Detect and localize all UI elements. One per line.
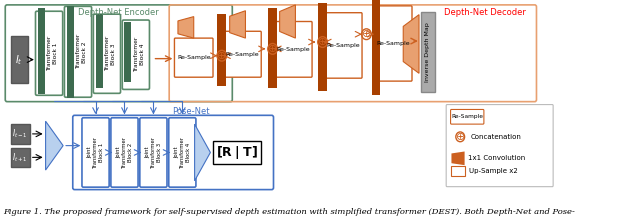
Bar xyxy=(124,21,131,82)
Text: Figure 1. The proposed framework for self-supervised depth estimation with simpl: Figure 1. The proposed framework for sel… xyxy=(3,208,575,216)
Text: Transformer
Block 4: Transformer Block 4 xyxy=(134,37,145,72)
Text: Depth-Net Decoder: Depth-Net Decoder xyxy=(444,8,526,17)
Text: 1x1 Convolution: 1x1 Convolution xyxy=(468,155,525,161)
Polygon shape xyxy=(195,124,211,181)
Bar xyxy=(38,8,45,94)
Text: Joint
Transformer
Block 3: Joint Transformer Block 3 xyxy=(145,136,162,168)
Polygon shape xyxy=(45,121,63,170)
FancyBboxPatch shape xyxy=(140,118,167,187)
FancyBboxPatch shape xyxy=(273,21,312,77)
Text: $I_{t-1}$: $I_{t-1}$ xyxy=(12,128,28,140)
Polygon shape xyxy=(178,17,194,38)
FancyBboxPatch shape xyxy=(223,31,261,77)
FancyBboxPatch shape xyxy=(323,13,362,78)
Text: Re-Sample: Re-Sample xyxy=(376,41,410,46)
Text: Re-Sample: Re-Sample xyxy=(326,43,360,48)
FancyBboxPatch shape xyxy=(111,118,138,187)
Bar xyxy=(420,12,435,92)
FancyBboxPatch shape xyxy=(73,115,273,190)
Bar xyxy=(268,8,277,88)
Text: ⊕: ⊕ xyxy=(318,37,327,47)
Text: Up-Sample x2: Up-Sample x2 xyxy=(469,168,518,174)
Polygon shape xyxy=(280,5,296,38)
Text: $I_{t+1}$: $I_{t+1}$ xyxy=(12,151,28,164)
Bar xyxy=(95,14,102,88)
Text: ⊕: ⊕ xyxy=(456,132,465,142)
Text: Re-Sample: Re-Sample xyxy=(276,47,310,52)
Text: Depth-Net Encoder: Depth-Net Encoder xyxy=(79,8,159,17)
Bar xyxy=(10,124,30,144)
Text: ⊕: ⊕ xyxy=(217,51,227,61)
Text: Transformer
Block 3: Transformer Block 3 xyxy=(105,36,116,71)
Bar xyxy=(67,6,74,98)
Text: Transformer
Block 2: Transformer Block 2 xyxy=(76,34,87,69)
Text: $\mathbf{[R\;|\;T]}$: $\mathbf{[R\;|\;T]}$ xyxy=(216,144,257,161)
FancyBboxPatch shape xyxy=(65,6,92,97)
Bar xyxy=(451,166,465,176)
Text: Re-Sample: Re-Sample xyxy=(451,114,483,119)
FancyBboxPatch shape xyxy=(93,14,120,93)
Bar xyxy=(10,148,30,167)
FancyBboxPatch shape xyxy=(35,11,63,95)
Text: Pose-Net: Pose-Net xyxy=(172,107,209,116)
Text: Joint
Transformer
Block 1: Joint Transformer Block 1 xyxy=(87,136,104,168)
FancyBboxPatch shape xyxy=(82,118,109,187)
Text: Re-Sample: Re-Sample xyxy=(225,52,259,57)
FancyBboxPatch shape xyxy=(175,38,213,77)
Bar xyxy=(318,3,327,91)
Text: Transformer
Block 1: Transformer Block 1 xyxy=(47,36,58,71)
Text: Re-Sample: Re-Sample xyxy=(177,55,211,60)
FancyBboxPatch shape xyxy=(446,105,553,187)
Bar xyxy=(372,0,380,95)
Polygon shape xyxy=(451,151,465,165)
FancyBboxPatch shape xyxy=(169,118,196,187)
Text: Joint
Transformer
Block 4: Joint Transformer Block 4 xyxy=(174,136,191,168)
Text: $I_t$: $I_t$ xyxy=(15,53,23,67)
Text: Inverse Depth Map: Inverse Depth Map xyxy=(426,22,430,82)
FancyBboxPatch shape xyxy=(122,20,150,89)
FancyBboxPatch shape xyxy=(373,6,412,81)
Text: Concatenation: Concatenation xyxy=(471,134,522,140)
Polygon shape xyxy=(403,15,419,73)
Bar xyxy=(218,14,226,86)
Text: ⊕: ⊕ xyxy=(362,29,371,39)
FancyBboxPatch shape xyxy=(451,109,484,124)
FancyBboxPatch shape xyxy=(5,5,232,102)
Text: Joint
Transformer
Block 2: Joint Transformer Block 2 xyxy=(116,136,132,168)
Bar xyxy=(10,36,28,83)
Text: ⊕: ⊕ xyxy=(268,44,277,54)
Polygon shape xyxy=(230,11,246,38)
